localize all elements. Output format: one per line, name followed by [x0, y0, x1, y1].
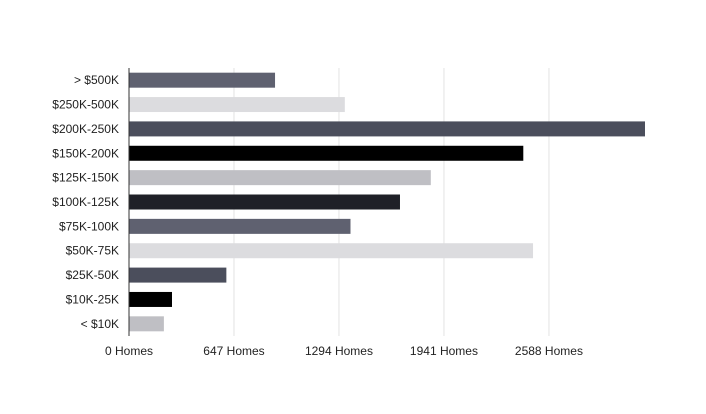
bar[interactable] — [129, 121, 645, 137]
bar[interactable] — [129, 316, 164, 332]
y-tick-label: $25K-50K — [66, 268, 119, 282]
x-tick-label: 0 Homes — [105, 344, 153, 358]
y-tick-label: $75K-100K — [59, 219, 119, 233]
y-tick-label: $100K-125K — [52, 195, 119, 209]
y-tick-label: > $500K — [74, 73, 119, 87]
bar[interactable] — [129, 170, 431, 186]
x-tick-label: 647 Homes — [203, 344, 264, 358]
y-tick-label: $150K-200K — [52, 146, 119, 160]
x-tick-label: 1941 Homes — [410, 344, 478, 358]
bar[interactable] — [129, 218, 351, 234]
x-tick-label: 2588 Homes — [515, 344, 583, 358]
bar[interactable] — [129, 243, 534, 259]
bar[interactable] — [129, 97, 345, 113]
y-axis-labels: > $500K $250K-500K $200K-250K $150K-200K $12… — [52, 73, 119, 331]
bar[interactable] — [129, 194, 400, 210]
y-tick-label: $250K-500K — [52, 98, 119, 112]
bar[interactable] — [129, 145, 524, 161]
y-tick-label: $50K-75K — [66, 244, 119, 258]
bar[interactable] — [129, 72, 276, 88]
y-tick-label: $125K-150K — [52, 171, 119, 185]
y-tick-label: $10K-25K — [66, 292, 119, 306]
bars — [129, 72, 645, 332]
bar[interactable] — [129, 291, 172, 307]
y-tick-label: < $10K — [81, 317, 119, 331]
y-tick-label: $200K-250K — [52, 122, 119, 136]
x-tick-label: 1294 Homes — [305, 344, 373, 358]
x-axis-labels: 0 Homes 647 Homes 1294 Homes 1941 Homes 2588… — [105, 344, 583, 358]
bar[interactable] — [129, 267, 227, 283]
